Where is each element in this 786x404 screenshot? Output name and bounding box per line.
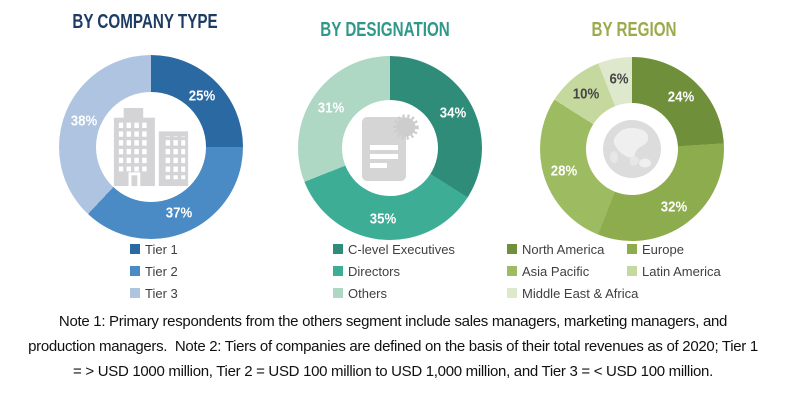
legend-label: C-level Executives	[348, 241, 455, 257]
chart-title-company-type: BY COMPANY TYPE	[72, 11, 218, 33]
legend-swatch	[333, 244, 343, 254]
slice-percent-label: 34%	[439, 104, 467, 122]
legend-swatch	[333, 266, 343, 276]
region-donut: 24% 32% 28% 10% 6%	[540, 57, 724, 241]
slice-percent-label: 24%	[667, 88, 695, 106]
legend-label: Tier 2	[145, 263, 178, 279]
legend-label: Tier 1	[145, 241, 178, 257]
legend-item: Directors	[333, 263, 455, 279]
designation-legend: C-level Executives Directors Others	[333, 241, 455, 301]
region-legend: North America Europe Asia Pacific Latin Ame…	[507, 241, 721, 301]
company-type-legend: Tier 1 Tier 2 Tier 3	[130, 241, 178, 301]
slice-percent-label: 6%	[609, 70, 629, 87]
chart-title-region: BY REGION	[591, 19, 677, 41]
legend-item: Others	[333, 285, 455, 301]
legend-item: C-level Executives	[333, 241, 455, 257]
slice-percent-label: 37%	[166, 204, 193, 222]
legend-label: Europe	[642, 241, 684, 257]
icon-wrap	[361, 112, 419, 184]
legend-label: North America	[522, 241, 605, 257]
legend-swatch	[130, 244, 140, 254]
legend-item: Tier 2	[130, 263, 178, 279]
legend-item: Tier 1	[130, 241, 178, 257]
designation-donut: 34% 35% 31%	[298, 56, 482, 240]
slice-percent-label: 32%	[660, 198, 688, 216]
legend-label: Latin America	[642, 263, 721, 279]
legend-item: Europe	[627, 241, 721, 257]
legend-swatch	[507, 244, 517, 254]
legend-item: Asia Pacific	[507, 263, 627, 279]
legend-swatch	[507, 266, 517, 276]
footnotes: Note 1: Primary respondents from the oth…	[0, 309, 786, 384]
legend-swatch	[333, 288, 343, 298]
footnote-line: production managers. Note 2: Tiers of co…	[28, 338, 758, 355]
footnote-line: Note 1: Primary respondents from the oth…	[58, 313, 728, 330]
building-icon	[113, 107, 189, 187]
legend-label: Others	[348, 285, 388, 301]
slice-percent-label: 25%	[188, 87, 215, 105]
legend-label: Asia Pacific	[522, 263, 590, 279]
legend-item: Tier 3	[130, 285, 178, 301]
slice-percent-label: 28%	[550, 162, 577, 180]
legend-label: Tier 3	[145, 285, 178, 301]
legend-swatch	[507, 288, 517, 298]
legend-swatch	[130, 266, 140, 276]
icon-wrap	[110, 107, 192, 187]
legend-label: Directors	[348, 263, 401, 279]
globe-icon	[603, 120, 661, 178]
legend-item: North America	[507, 241, 627, 257]
slice-percent-label: 31%	[317, 99, 344, 117]
chart-title-designation: BY DESIGNATION	[320, 19, 450, 41]
legend-item: Latin America	[627, 263, 721, 279]
company-type-donut: 25% 37% 38%	[59, 55, 243, 239]
slice-percent-label: 10%	[573, 85, 600, 103]
legend-label: Middle East & Africa	[522, 285, 639, 301]
legend-swatch	[627, 244, 637, 254]
icon-wrap	[602, 119, 662, 179]
slice-percent-label: 35%	[370, 210, 397, 228]
footnote-line: = > USD 1000 million, Tier 2 = USD 100 m…	[73, 363, 713, 380]
legend-swatch	[627, 266, 637, 276]
legend-swatch	[130, 288, 140, 298]
document-badge-icon	[362, 114, 419, 181]
slice-percent-label: 38%	[71, 112, 98, 130]
legend-item: Middle East & Africa	[507, 286, 638, 301]
